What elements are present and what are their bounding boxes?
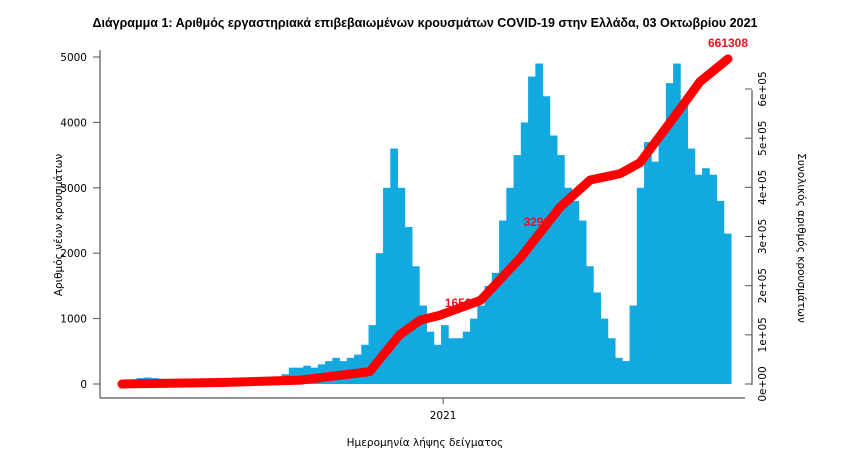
daily-cases-bar bbox=[665, 83, 674, 384]
daily-cases-bar bbox=[368, 325, 377, 384]
y2-tick-label: 4e+05 bbox=[757, 170, 769, 205]
x-axis-title: Ημερομηνία λήψης δείγματος bbox=[347, 437, 504, 449]
daily-cases-bar bbox=[694, 174, 703, 384]
y-tick-label: 5000 bbox=[60, 52, 87, 64]
daily-cases-bar bbox=[644, 142, 652, 384]
daily-cases-bar bbox=[673, 63, 681, 384]
cumulative-annotation: 1652 bbox=[445, 296, 472, 310]
daily-cases-bar bbox=[636, 187, 645, 384]
daily-cases-bar bbox=[629, 305, 638, 384]
daily-cases-bar bbox=[477, 305, 485, 384]
daily-cases-bar bbox=[723, 233, 732, 384]
y2-tick-label: 3e+05 bbox=[757, 219, 769, 254]
x-tick-label: 2021 bbox=[430, 410, 457, 422]
y-tick-label: 0 bbox=[80, 379, 87, 391]
daily-cases-bar bbox=[499, 220, 507, 384]
y-tick-label: 4000 bbox=[60, 117, 87, 129]
daily-cases-bar bbox=[549, 135, 558, 384]
daily-cases-bar bbox=[484, 285, 493, 384]
daily-cases-bar bbox=[513, 155, 522, 384]
daily-cases-bar bbox=[462, 331, 471, 384]
daily-cases-bar bbox=[564, 187, 572, 384]
daily-cases-bar bbox=[571, 200, 580, 384]
daily-cases-bars bbox=[122, 63, 732, 385]
y2-tick-label: 5e+05 bbox=[757, 121, 769, 156]
daily-cases-bar bbox=[680, 102, 688, 384]
cumulative-annotation: 3298 bbox=[524, 215, 551, 229]
daily-cases-bar bbox=[375, 253, 384, 384]
daily-cases-bar bbox=[542, 96, 551, 385]
daily-cases-bar bbox=[404, 227, 413, 384]
daily-cases-bar bbox=[506, 187, 514, 384]
daily-cases-bar bbox=[419, 305, 427, 384]
y-axis-title: Αριθμός νέων κρουσμάτων bbox=[53, 154, 65, 297]
chart-title: Διάγραμμα 1: Αριθμός εργαστηριακά επιβεβ… bbox=[92, 16, 757, 30]
daily-cases-bar bbox=[716, 200, 725, 384]
y2-tick-label: 1e+05 bbox=[757, 317, 769, 352]
daily-cases-bar bbox=[600, 318, 609, 384]
daily-cases-bar bbox=[455, 338, 464, 384]
cumulative-cases-line bbox=[117, 54, 733, 389]
daily-cases-bar bbox=[586, 266, 594, 384]
daily-cases-bar bbox=[528, 76, 536, 385]
daily-cases-bar bbox=[433, 344, 442, 384]
daily-cases-bar bbox=[702, 168, 710, 384]
daily-cases-bar bbox=[687, 148, 696, 384]
right-axis-ticks: 0e+00 1e+05 2e+05 3e+05 4e+05 5e+05 6e+05 bbox=[745, 71, 769, 402]
daily-cases-bar bbox=[622, 361, 630, 384]
daily-cases-bar bbox=[288, 367, 297, 384]
daily-cases-bar bbox=[658, 135, 667, 384]
left-axis-ticks: 0 1000 2000 3000 4000 5000 bbox=[60, 52, 100, 391]
daily-cases-bar bbox=[593, 292, 601, 384]
cumulative-annotation: 661308 bbox=[708, 36, 748, 50]
daily-cases-bar bbox=[383, 187, 391, 384]
daily-cases-bar bbox=[397, 187, 406, 384]
daily-cases-bar bbox=[651, 161, 659, 384]
y-tick-label: 2000 bbox=[60, 248, 87, 260]
y2-tick-label: 2e+05 bbox=[757, 268, 769, 303]
daily-cases-bar bbox=[470, 318, 478, 384]
daily-cases-bar bbox=[607, 338, 616, 384]
daily-cases-bar bbox=[332, 357, 340, 384]
bottom-axis-ticks: 2021 bbox=[430, 398, 457, 422]
y2-axis-title: Συνολικός αριθμός κρουσμάτων bbox=[795, 153, 807, 323]
y2-tick-label: 6e+05 bbox=[757, 71, 769, 106]
y2-tick-label: 0e+00 bbox=[757, 366, 769, 401]
daily-cases-bar bbox=[709, 174, 717, 384]
daily-cases-bar bbox=[441, 325, 449, 384]
daily-cases-bar bbox=[578, 220, 587, 384]
annotations: 1652 3298 661308 bbox=[445, 36, 749, 310]
daily-cases-bar bbox=[615, 357, 623, 384]
daily-cases-bar bbox=[426, 331, 435, 384]
y-tick-label: 1000 bbox=[60, 314, 87, 326]
daily-cases-bar bbox=[448, 338, 456, 384]
daily-cases-bar bbox=[361, 344, 369, 384]
daily-cases-bar bbox=[557, 155, 565, 384]
daily-cases-bar bbox=[390, 148, 398, 384]
daily-cases-bar bbox=[535, 63, 543, 384]
y-tick-label: 3000 bbox=[60, 183, 87, 195]
daily-cases-bar bbox=[491, 272, 500, 384]
